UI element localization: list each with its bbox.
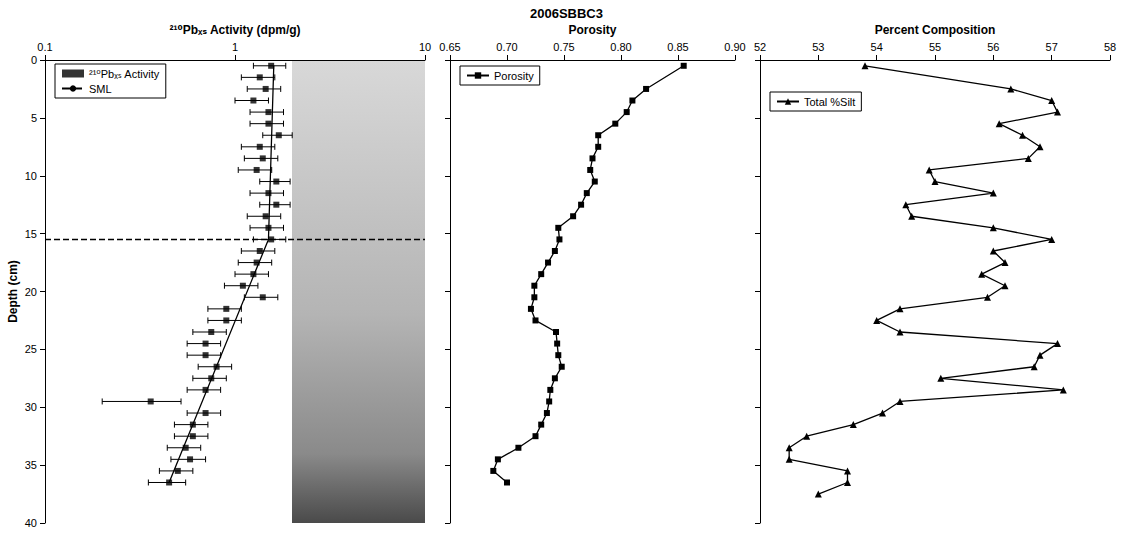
svg-text:0.65: 0.65 (439, 41, 460, 53)
svg-text:SML: SML (89, 83, 112, 95)
svg-text:Depth (cm): Depth (cm) (6, 260, 20, 323)
svg-text:40: 40 (25, 517, 37, 529)
svg-text:53: 53 (812, 41, 824, 53)
svg-text:25: 25 (25, 343, 37, 355)
svg-text:0.85: 0.85 (667, 41, 688, 53)
svg-text:54: 54 (871, 41, 883, 53)
svg-text:2006SBBC3: 2006SBBC3 (530, 6, 603, 21)
svg-text:15: 15 (25, 228, 37, 240)
svg-text:52: 52 (754, 41, 766, 53)
svg-text:10: 10 (25, 170, 37, 182)
svg-text:0.1: 0.1 (37, 41, 52, 53)
svg-text:0.90: 0.90 (724, 41, 745, 53)
svg-text:0.75: 0.75 (553, 41, 574, 53)
svg-text:30: 30 (25, 401, 37, 413)
svg-text:1: 1 (232, 41, 238, 53)
svg-text:10: 10 (419, 41, 431, 53)
svg-text:Percent Composition: Percent Composition (875, 23, 996, 37)
svg-text:5: 5 (31, 112, 37, 124)
svg-text:0: 0 (31, 54, 37, 66)
svg-text:58: 58 (1104, 41, 1116, 53)
svg-text:57: 57 (1046, 41, 1058, 53)
svg-text:²¹⁰Pbₓₛ Activity: ²¹⁰Pbₓₛ Activity (89, 68, 160, 80)
svg-text:0.70: 0.70 (496, 41, 517, 53)
svg-text:Porosity: Porosity (494, 70, 534, 82)
svg-text:56: 56 (987, 41, 999, 53)
svg-text:35: 35 (25, 459, 37, 471)
svg-text:0.80: 0.80 (610, 41, 631, 53)
svg-text:55: 55 (929, 41, 941, 53)
svg-text:Total %Silt: Total %Silt (804, 96, 855, 108)
svg-text:20: 20 (25, 286, 37, 298)
svg-text:Porosity: Porosity (568, 23, 616, 37)
svg-text:²¹⁰Pbₓₛ Activity (dpm/g): ²¹⁰Pbₓₛ Activity (dpm/g) (169, 23, 300, 37)
